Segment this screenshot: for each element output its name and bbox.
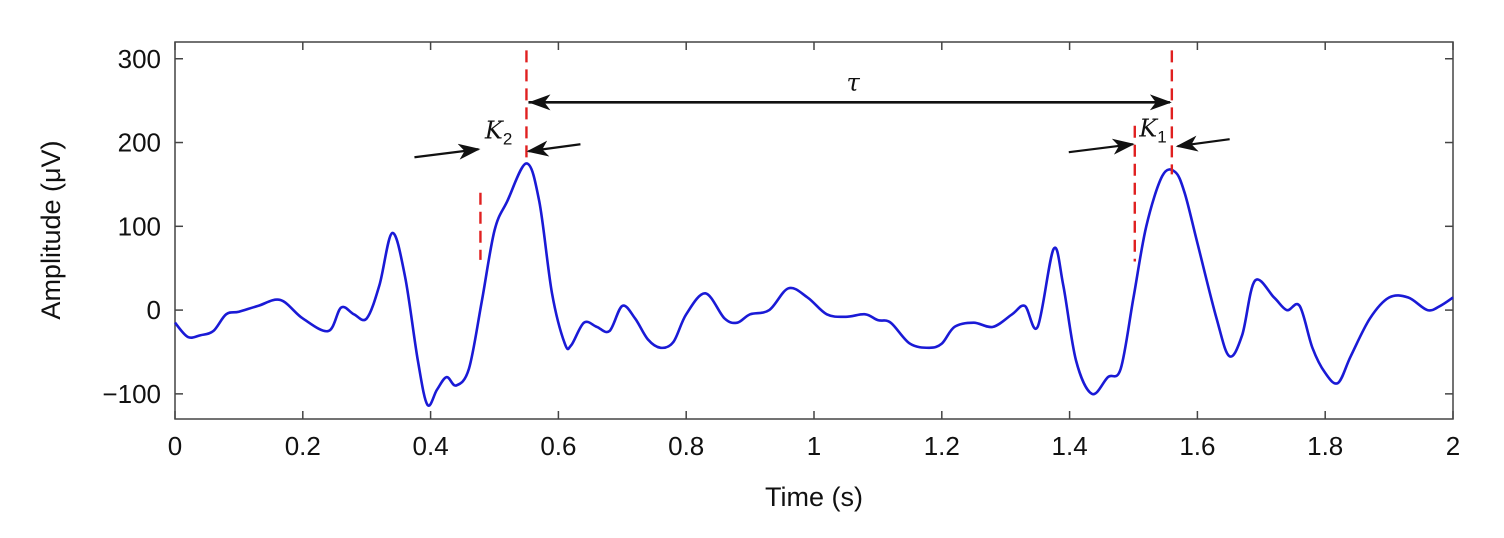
k1-label: K1 bbox=[1138, 115, 1166, 147]
tau-label: τ bbox=[847, 68, 861, 96]
k1-right-arrow bbox=[1175, 135, 1230, 152]
y-axis-ticks: −100 0 100 200 300 bbox=[102, 44, 1453, 409]
x-tick-label: 0.8 bbox=[668, 431, 704, 461]
y-tick-label: 0 bbox=[147, 295, 161, 325]
k2-label-subscript: 2 bbox=[503, 129, 512, 148]
k1-label-letter: K bbox=[1138, 115, 1159, 143]
x-tick-label: 1.6 bbox=[1179, 431, 1215, 461]
x-axis-ticks: 0 0.2 0.4 0.6 0.8 1 1.2 1.4 1.6 1.8 2 bbox=[168, 42, 1460, 461]
x-tick-label: 0.4 bbox=[413, 431, 449, 461]
k2-left-arrow bbox=[414, 143, 481, 160]
x-tick-label: 0 bbox=[168, 431, 182, 461]
y-axis-title: Amplitude (μV) bbox=[36, 140, 66, 319]
k2-label: K2 bbox=[484, 116, 512, 148]
k1-label-subscript: 1 bbox=[1157, 128, 1166, 147]
x-tick-label: 2 bbox=[1446, 431, 1460, 461]
x-tick-label: 1.2 bbox=[924, 431, 960, 461]
k2-label-letter: K bbox=[484, 116, 505, 144]
y-tick-label: −100 bbox=[102, 379, 161, 409]
x-tick-label: 0.6 bbox=[540, 431, 576, 461]
x-tick-label: 0.2 bbox=[285, 431, 321, 461]
tau-arrowhead-left bbox=[528, 94, 551, 111]
signal-line bbox=[173, 162, 1454, 408]
x-axis-title: Time (s) bbox=[765, 482, 863, 512]
y-tick-label: 300 bbox=[118, 44, 161, 74]
series-layer bbox=[173, 162, 1454, 408]
y-tick-label: 200 bbox=[118, 128, 161, 158]
k2-right-arrow bbox=[526, 140, 581, 157]
y-tick-label: 100 bbox=[118, 211, 161, 241]
k1-left-arrow bbox=[1068, 138, 1135, 155]
annotation-layer: τK2 K1 bbox=[414, 50, 1230, 262]
x-tick-label: 1 bbox=[807, 431, 821, 461]
x-tick-label: 1.8 bbox=[1307, 431, 1343, 461]
x-tick-label: 1.4 bbox=[1052, 431, 1088, 461]
plot-frame bbox=[174, 41, 1454, 420]
